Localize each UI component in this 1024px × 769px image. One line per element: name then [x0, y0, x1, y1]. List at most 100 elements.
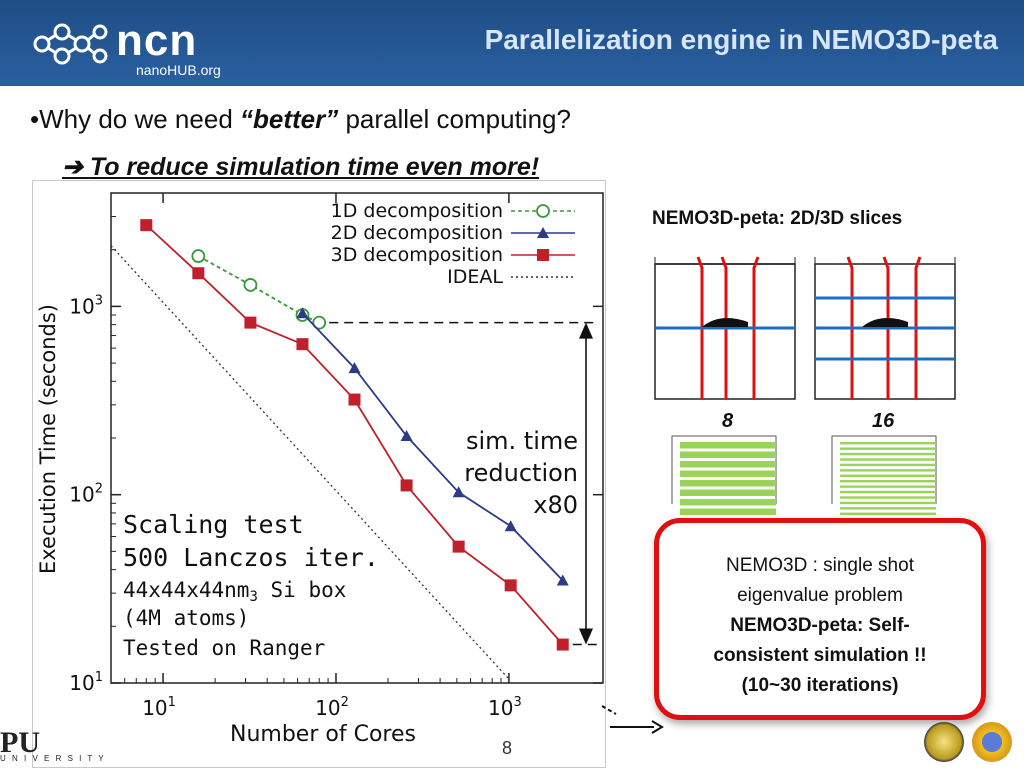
slices-title: NEMO3D-peta: 2D/3D slices [652, 208, 903, 229]
green-stripes-8 [680, 442, 776, 515]
y-tick-exp: 2 [95, 482, 103, 497]
seal-icon [924, 722, 964, 762]
callout-line2: eigenvalue problem [737, 585, 903, 606]
stripe [680, 508, 776, 515]
x-tick-base: 10 [142, 696, 167, 720]
subpoint: ➔ To reduce simulation time even more! [62, 152, 539, 182]
callout-arrow [601, 705, 664, 734]
x-tick-label: 102 [315, 695, 349, 720]
right-arrow-icon: ➔ [62, 153, 83, 181]
x-axis-label: Number of Cores [230, 722, 416, 747]
series-line-2 [301, 312, 564, 582]
point-triangle [452, 486, 465, 498]
purdue-text: PU [0, 726, 40, 759]
point-square [556, 638, 569, 651]
note-box-size: 44x44x44nm3 Si box [123, 578, 346, 605]
stripe [840, 490, 936, 494]
logo-text: ncn [116, 16, 198, 65]
legend-label: 1D decomposition [331, 200, 503, 222]
point-triangle [504, 520, 517, 532]
callout-box: NEMO3D : single shot eigenvalue problem … [654, 518, 986, 720]
y-tick-base: 10 [69, 483, 94, 507]
y-tick-exp: 1 [95, 670, 103, 685]
point-circle [191, 249, 206, 263]
annotation-line: x80 [533, 491, 578, 519]
point-triangle [296, 307, 309, 319]
header-bar: ncn nanoHUB.org Parallelization engine i… [0, 0, 1024, 86]
y-tick-label: 101 [69, 670, 103, 695]
legend-marker [537, 227, 549, 238]
purdue-sub: U N I V E R S I T Y [0, 754, 106, 763]
stripe [840, 447, 936, 450]
stripe [840, 480, 936, 483]
stripe [840, 512, 936, 515]
stripe [840, 469, 936, 472]
point-triangle [556, 574, 569, 586]
stripe [840, 458, 936, 461]
legend-label: IDEAL [447, 266, 503, 288]
point-triangle [348, 362, 361, 374]
point-square [140, 219, 153, 232]
point-square [296, 338, 309, 351]
series-line-1 [197, 255, 320, 324]
arrow-head-up [579, 322, 593, 339]
y-tick-label: 103 [69, 293, 103, 318]
x-tick-exp: 1 [168, 695, 176, 710]
point-square [348, 393, 361, 406]
bullet-emphasis: “better” [240, 104, 339, 134]
note-box-sup: 3 [249, 589, 257, 605]
stripe [840, 496, 936, 499]
y-axis-label: Execution Time (seconds) [36, 304, 60, 574]
ncn-logo[interactable]: ncn nanoHUB.org [28, 12, 228, 78]
legend-marker [537, 249, 549, 261]
annotation-line: sim. time [466, 427, 578, 455]
point-circle [243, 278, 258, 292]
point-circle [312, 315, 327, 330]
x-tick-exp: 2 [341, 695, 349, 710]
x-tick-label: 101 [142, 695, 176, 720]
stripe [680, 451, 776, 458]
stripe [840, 485, 936, 488]
slice-3d [814, 256, 956, 400]
annotation-line: reduction [464, 459, 578, 487]
legend-label: 3D decomposition [331, 244, 503, 266]
stripe [680, 461, 776, 468]
reduction-annotation: sim. time reduction x80 [329, 321, 598, 646]
y-tick-exp: 3 [95, 293, 103, 308]
slide-title: Parallelization engine in NEMO3D-peta [484, 24, 998, 55]
note-ranger: Tested on Ranger [123, 636, 325, 660]
nsf-logo-icon [972, 722, 1012, 762]
x-tick-base: 10 [315, 696, 340, 720]
stripe [680, 499, 776, 506]
note-atoms: (4M atoms) [123, 606, 249, 630]
note-lanczos: 500 Lanczos iter. [123, 543, 379, 572]
stripe [840, 474, 936, 477]
point-square [504, 579, 517, 592]
stripe [680, 480, 776, 487]
green-stripes-16 [840, 442, 936, 515]
y-tick-base: 10 [69, 294, 94, 318]
scaling-chart: 101 102 103 101 102 103 1D decomposition 2D de… [32, 180, 606, 768]
stripe [840, 452, 936, 456]
slice-label-8: 8 [722, 410, 734, 432]
chart-notes: Scaling test 500 Lanczos iter. 44x44x44n… [123, 510, 379, 660]
point-square [192, 267, 205, 280]
page-number: 8 [502, 738, 513, 758]
x-tick-label: 103 [488, 695, 522, 720]
stripe [840, 442, 936, 445]
legend-marker [536, 204, 550, 218]
slice-2d [654, 256, 796, 400]
arrow-head-down [579, 628, 593, 645]
y-tick-base: 10 [69, 671, 94, 695]
point-square [400, 479, 413, 492]
molecule-icon [33, 23, 108, 65]
x-tick-base: 10 [488, 696, 513, 720]
stripe [680, 489, 776, 496]
series-line-4 [110, 245, 510, 680]
stripe [840, 507, 936, 510]
y-tick-label: 102 [69, 482, 103, 507]
note-box-rest: Si box [258, 578, 347, 602]
bullet-suffix: parallel computing? [338, 104, 571, 134]
